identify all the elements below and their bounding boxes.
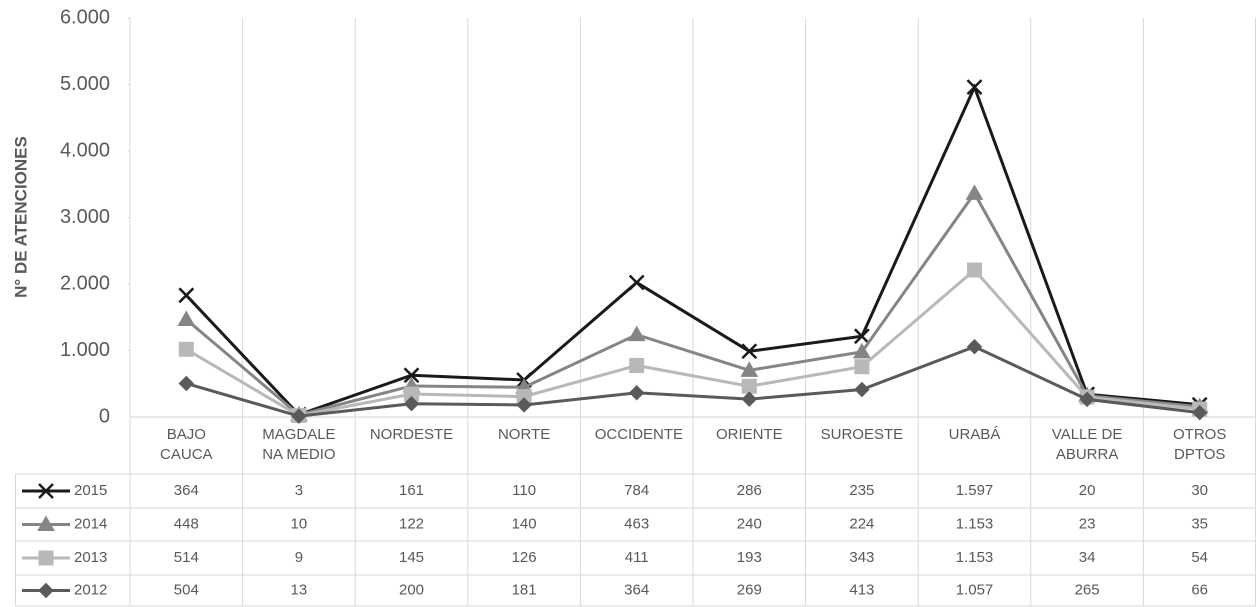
- legend-marker: [38, 550, 54, 566]
- table-value: 1.153: [956, 515, 994, 532]
- point-marker: [854, 381, 870, 398]
- table-value: 1.597: [956, 482, 994, 499]
- table-value: 13: [291, 581, 308, 598]
- table-value: 122: [399, 515, 424, 532]
- table-value: 140: [512, 515, 537, 532]
- point-marker: [966, 79, 983, 96]
- x-tick-label: NORDESTE: [369, 426, 454, 443]
- point-marker: [1191, 404, 1208, 421]
- x-tick-label: OCCIDENTE: [594, 426, 684, 443]
- table-value: 235: [849, 482, 874, 499]
- legend-label: 2015: [74, 482, 107, 499]
- y-tick-label: 3.000: [60, 206, 110, 228]
- table-value: 23: [1079, 515, 1096, 532]
- table-value: 265: [1075, 581, 1100, 598]
- point-marker: [1079, 391, 1095, 408]
- table-value: 269: [737, 581, 762, 598]
- table-value: 1.153: [956, 549, 994, 566]
- x-tick-label: VALLE DE ABURRA: [1051, 426, 1123, 463]
- series-line: [185, 267, 1200, 418]
- table-value: 110: [512, 482, 536, 499]
- table-value: 1.057: [956, 581, 994, 598]
- table-value: 126: [512, 549, 537, 566]
- table-value: 504: [174, 581, 199, 598]
- y-tick-label: 5.000: [60, 73, 110, 95]
- y-axis-label: N° DE ATENCIONES: [11, 136, 30, 298]
- x-tick-label: SUROESTE: [820, 426, 904, 443]
- legend-marker: [37, 515, 55, 531]
- x-tick-label: NORTE: [497, 426, 551, 443]
- table-value: 9: [295, 549, 303, 566]
- legend-label: 2012: [74, 581, 107, 598]
- series-line: [185, 83, 1200, 417]
- series-line: [185, 345, 1200, 418]
- table-value: 200: [399, 581, 424, 598]
- legend-label: 2014: [74, 515, 107, 532]
- table-value: 34: [1079, 549, 1096, 566]
- point-marker: [854, 359, 870, 375]
- table-value: 286: [737, 482, 762, 499]
- table-value: 66: [1191, 581, 1208, 598]
- table-value: 35: [1191, 515, 1208, 532]
- table-value: 20: [1079, 482, 1096, 499]
- x-tick-label: BAJO CAUCA: [160, 426, 213, 463]
- x-tick-label: URABÁ: [948, 426, 1001, 443]
- table-value: 161: [399, 482, 424, 499]
- point-marker: [965, 184, 984, 200]
- point-marker: [516, 397, 532, 413]
- table-value: 448: [174, 515, 199, 532]
- legend-marker: [38, 483, 54, 499]
- legend-marker: [38, 582, 54, 599]
- point-marker: [741, 391, 758, 407]
- x-tick-label: OTROS DPTOS: [1173, 426, 1227, 463]
- point-marker: [177, 310, 196, 327]
- series-line: [185, 190, 1200, 417]
- point-marker: [178, 375, 195, 392]
- table-value: 514: [174, 549, 199, 566]
- point-marker: [403, 367, 420, 384]
- y-tick-label: 4.000: [60, 139, 110, 161]
- table-value: 54: [1191, 549, 1208, 566]
- point-marker: [178, 287, 195, 304]
- point-marker: [628, 274, 645, 291]
- x-tick-label: MAGDALE NA MEDIO: [262, 426, 336, 463]
- point-marker: [854, 328, 870, 345]
- table-value: 413: [849, 581, 874, 598]
- point-marker: [740, 361, 759, 377]
- table-value: 145: [399, 549, 424, 566]
- table-value: 411: [625, 549, 649, 566]
- table-value: 343: [849, 549, 874, 566]
- table-value: 364: [624, 581, 649, 598]
- point-marker: [853, 342, 871, 359]
- table-value: 240: [737, 515, 762, 532]
- point-marker: [741, 343, 758, 360]
- table-value: 181: [512, 581, 537, 598]
- point-marker: [628, 385, 645, 401]
- table-value: 193: [737, 549, 762, 566]
- point-marker: [741, 378, 757, 394]
- point-marker: [629, 357, 645, 373]
- point-marker: [966, 339, 983, 355]
- point-marker: [291, 408, 307, 424]
- y-tick-label: 2.000: [60, 272, 110, 294]
- table-value: 10: [291, 515, 308, 532]
- table-value: 784: [624, 482, 649, 499]
- table-value: 30: [1191, 482, 1208, 499]
- y-tick-label: 6.000: [60, 6, 110, 28]
- point-marker: [627, 325, 646, 342]
- point-marker: [178, 341, 194, 357]
- x-tick-label: ORIENTE: [715, 426, 783, 443]
- y-tick-label: 1.000: [60, 339, 110, 361]
- table-value: 3: [295, 482, 303, 499]
- point-marker: [403, 395, 420, 412]
- table-value: 364: [174, 482, 199, 499]
- legend-label: 2013: [74, 549, 107, 566]
- table-value: 224: [849, 515, 874, 532]
- y-tick-label: 0: [99, 405, 110, 427]
- table-value: 463: [624, 515, 649, 532]
- point-marker: [967, 262, 982, 278]
